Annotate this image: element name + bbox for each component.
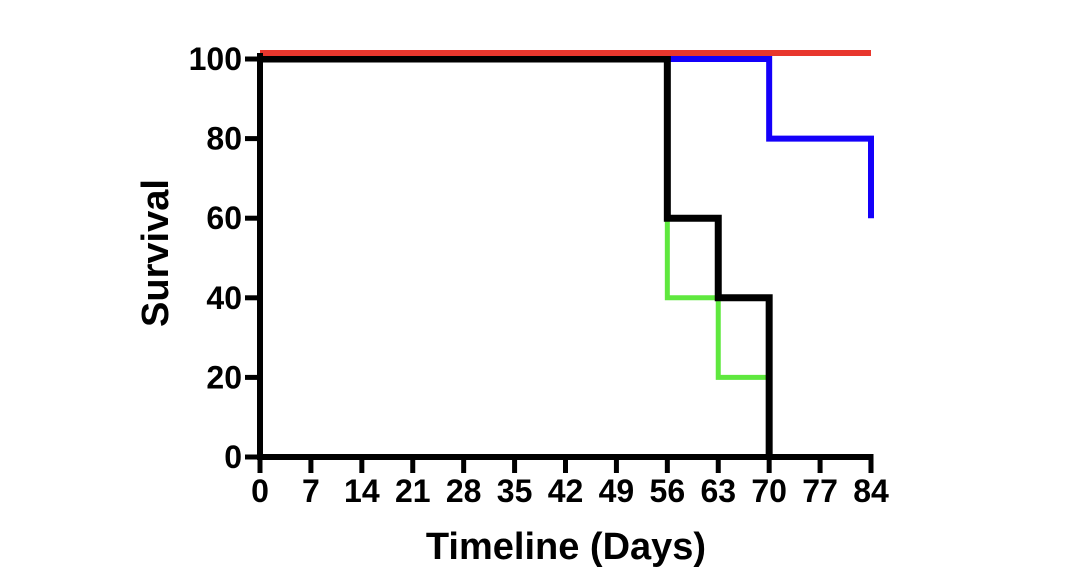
x-tick-label: 77 [802,473,838,509]
series-line-blue-group [260,56,874,219]
x-tick-label: 0 [251,473,269,509]
axes-layer [245,53,874,473]
x-tick-label: 7 [302,473,320,509]
x-tick-label: 14 [344,473,380,509]
x-tick-label: 84 [853,473,889,509]
y-tick-label: 20 [206,359,242,395]
x-tick-label: 70 [751,473,787,509]
y-tick-label: 80 [206,121,242,157]
x-tick-label: 56 [650,473,686,509]
y-tick-label: 40 [206,280,242,316]
x-tick-label: 35 [497,473,533,509]
x-tick-label: 21 [395,473,431,509]
x-axis-title: Timeline (Days) [426,526,706,568]
x-tick-label: 42 [548,473,584,509]
series-line-black-group [260,55,773,457]
series-layer [260,50,874,457]
y-tick-label: 60 [206,200,242,236]
x-tick-label: 28 [446,473,482,509]
y-axis-title: Survival [135,179,177,327]
y-tick-label: 100 [189,41,242,77]
x-tick-label: 63 [700,473,736,509]
x-tick-label: 49 [599,473,635,509]
y-tick-label: 0 [224,439,242,475]
